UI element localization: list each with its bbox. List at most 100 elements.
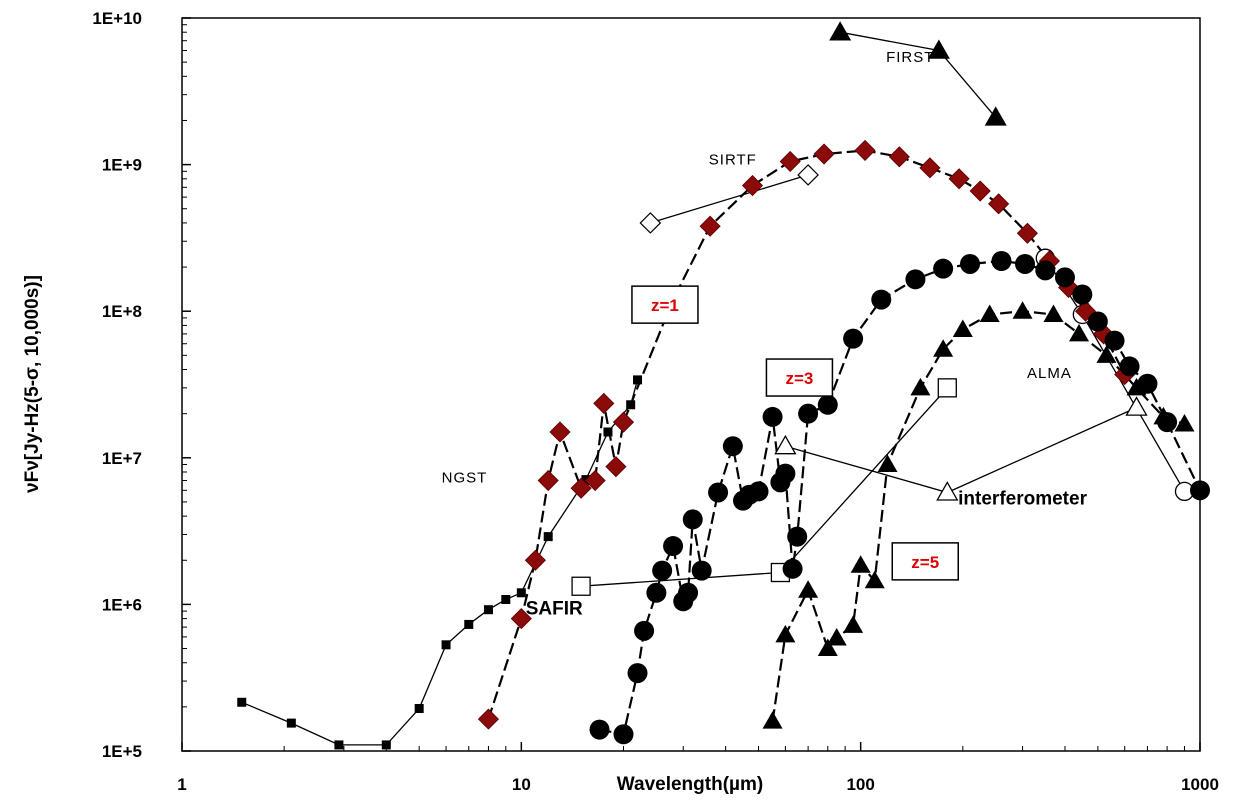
filled-circle-marker xyxy=(1104,330,1125,351)
open-square-marker xyxy=(937,378,957,398)
open-triangle-marker xyxy=(774,434,797,455)
filled-diamond-marker xyxy=(948,168,970,190)
filled-square-small-marker xyxy=(516,588,526,598)
open-diamond-marker xyxy=(797,164,819,186)
filled-circle-marker xyxy=(960,253,981,274)
filled-circle-marker xyxy=(652,560,673,581)
filled-triangle-marker xyxy=(984,106,1007,126)
filled-circle-marker xyxy=(682,509,703,530)
filled-diamond-marker xyxy=(741,174,764,197)
y-tick-label: 1E+9 xyxy=(102,156,142,175)
filled-triangle-marker xyxy=(798,580,819,598)
filled-square-small-marker xyxy=(441,640,451,650)
filled-square-small-marker xyxy=(334,740,344,750)
filled-circle-marker xyxy=(627,663,648,684)
filled-triangle-marker xyxy=(850,555,871,573)
filled-diamond-marker xyxy=(584,469,606,492)
filled-circle-marker xyxy=(871,289,892,310)
filled-square-small-marker xyxy=(633,375,643,385)
filled-square-small-marker xyxy=(543,532,553,542)
filled-square-small-marker xyxy=(286,718,296,728)
filled-diamond-marker xyxy=(919,157,941,179)
series-line-instrument xyxy=(650,174,809,224)
filled-square-small-marker xyxy=(626,400,636,410)
filled-triangle-marker xyxy=(1153,406,1174,425)
filled-circle-marker xyxy=(933,258,954,279)
filled-triangle-marker xyxy=(877,454,898,473)
filled-circle-marker xyxy=(1072,284,1093,305)
filled-square-small-marker xyxy=(483,605,493,615)
instrument-label: interferometer xyxy=(958,489,1087,510)
filled-triangle-marker xyxy=(979,304,1000,322)
y-axis-label: νFν[Jy-Hz(5-σ, 10,000s)] xyxy=(22,275,43,493)
series-lines xyxy=(241,31,1201,746)
filled-circle-marker xyxy=(798,403,819,424)
instrument-label: SIRTF xyxy=(709,152,757,169)
z-label: z=3 xyxy=(785,369,813,388)
y-tick-label: 1E+6 xyxy=(102,595,142,614)
filled-circle-marker xyxy=(775,463,796,484)
filled-circle-marker xyxy=(905,269,926,290)
series-line-model-z5 xyxy=(771,310,1185,722)
filled-circle-marker xyxy=(1190,480,1210,501)
filled-diamond-marker xyxy=(988,193,1010,215)
series-line-instrument xyxy=(241,379,639,746)
filled-square-small-marker xyxy=(603,427,613,437)
filled-diamond-marker xyxy=(813,143,835,165)
filled-triangle-marker xyxy=(829,21,852,41)
filled-diamond-marker xyxy=(1016,222,1038,244)
filled-diamond-marker xyxy=(699,215,721,237)
filled-circle-marker xyxy=(1054,267,1075,288)
filled-circle-marker xyxy=(722,436,743,457)
filled-square-small-marker xyxy=(237,697,247,707)
open-triangle-marker xyxy=(1125,396,1148,416)
filled-triangle-marker xyxy=(775,624,796,643)
filled-circle-marker xyxy=(589,719,610,740)
filled-circle-marker xyxy=(991,251,1012,272)
filled-diamond-marker xyxy=(570,477,592,499)
filled-diamond-marker xyxy=(854,139,876,161)
filled-circle-marker xyxy=(787,526,808,547)
filled-diamond-marker xyxy=(888,146,910,168)
annotations: FIRST SIRTF NGST ALMA SAFIR interferometer z=1… xyxy=(442,49,1088,620)
y-tick-label: 1E+10 xyxy=(92,9,142,28)
filled-square-small-marker xyxy=(381,740,391,750)
filled-circle-marker xyxy=(1035,260,1056,281)
filled-triangle-marker xyxy=(910,377,931,396)
filled-diamond-marker xyxy=(593,392,615,414)
filled-circle-marker xyxy=(748,481,769,502)
series-markers xyxy=(237,21,1210,750)
filled-triangle-marker xyxy=(826,627,847,646)
filled-diamond-marker xyxy=(549,421,571,443)
y-tick-label: 1E+8 xyxy=(102,302,142,321)
series-line-instrument xyxy=(785,407,1137,494)
x-tick-label: 100 xyxy=(846,775,874,794)
z-label-box xyxy=(765,358,834,397)
x-tick-label: 10 xyxy=(512,775,531,794)
instrument-label: FIRST xyxy=(886,49,934,66)
filled-triangle-marker xyxy=(1069,323,1090,342)
x-tick-label: 1 xyxy=(177,775,186,794)
filled-diamond-marker xyxy=(510,608,532,630)
z-label: z=1 xyxy=(651,296,679,315)
filled-triangle-marker xyxy=(762,711,783,729)
filled-circle-marker xyxy=(1119,356,1140,377)
open-triangle-marker xyxy=(936,481,959,501)
filled-diamond-marker xyxy=(524,549,546,571)
filled-diamond-marker xyxy=(477,708,500,730)
open-square-marker xyxy=(571,576,591,596)
instrument-label: SAFIR xyxy=(526,599,583,620)
filled-triangle-marker xyxy=(933,339,954,357)
y-tick-label: 1E+7 xyxy=(102,449,142,468)
filled-triangle-marker xyxy=(864,570,885,589)
filled-circle-marker xyxy=(663,536,684,557)
filled-circle-marker xyxy=(634,620,655,641)
filled-diamond-marker xyxy=(969,180,991,202)
z-label-box xyxy=(891,542,960,581)
x-axis-label: Wavelength(µm) xyxy=(617,774,763,795)
filled-triangle-marker xyxy=(817,638,838,657)
filled-circle-marker xyxy=(817,394,838,415)
filled-circle-marker xyxy=(646,582,667,603)
filled-triangle-marker xyxy=(952,319,973,338)
filled-triangle-marker xyxy=(843,615,864,633)
